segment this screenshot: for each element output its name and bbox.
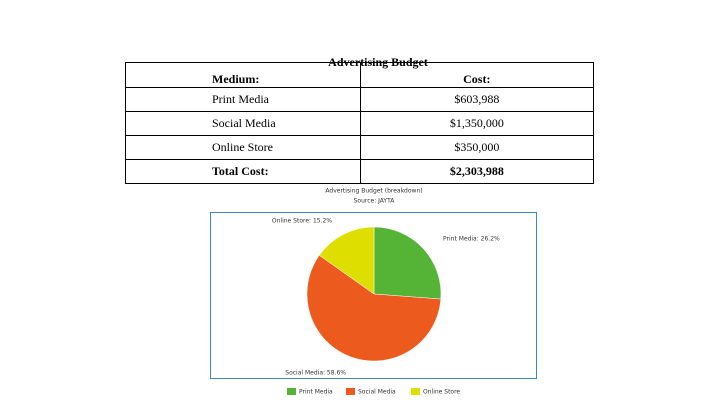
cell: Total Cost: xyxy=(125,159,361,184)
legend-label: Online Store xyxy=(423,389,460,396)
cell: Online Store xyxy=(125,135,361,160)
chart-frame xyxy=(210,212,537,379)
data-label: Print Media: 26.2% xyxy=(443,236,500,243)
cell: $1,350,000 xyxy=(359,111,595,136)
cell: $350,000 xyxy=(359,135,595,160)
header-cell: Medium: xyxy=(125,62,361,88)
legend-label: Print Media xyxy=(299,389,333,396)
header-row: Medium: Cost: xyxy=(125,62,595,88)
total-row: Total Cost: $2,303,988 xyxy=(125,159,595,184)
chart-title: Advertising Budget (breakdown) xyxy=(325,188,422,195)
header-cell: Cost: xyxy=(359,62,595,88)
pie-slice xyxy=(318,226,375,295)
pie-slice xyxy=(373,226,442,300)
row: Online Store $350,000 xyxy=(125,135,595,160)
cell: $2,303,988 xyxy=(359,159,595,184)
data-label: Social Media: 58.6% xyxy=(285,370,346,377)
pie-slice xyxy=(306,254,442,362)
cell: $603,988 xyxy=(359,87,595,112)
legend-swatch xyxy=(411,388,420,395)
chart-subtitle: Source: JAYTA xyxy=(354,198,396,205)
row: Social Media $1,350,000 xyxy=(125,111,595,136)
legend-swatch xyxy=(346,388,355,395)
data-label: Online Store: 15.2% xyxy=(272,218,332,225)
budget-table: Medium: Cost: Print Media $603,988 Social… xyxy=(125,62,595,184)
legend-label: Social Media xyxy=(358,389,396,396)
table-title: Advertising Budget xyxy=(328,55,428,69)
legend-swatch xyxy=(287,388,296,395)
